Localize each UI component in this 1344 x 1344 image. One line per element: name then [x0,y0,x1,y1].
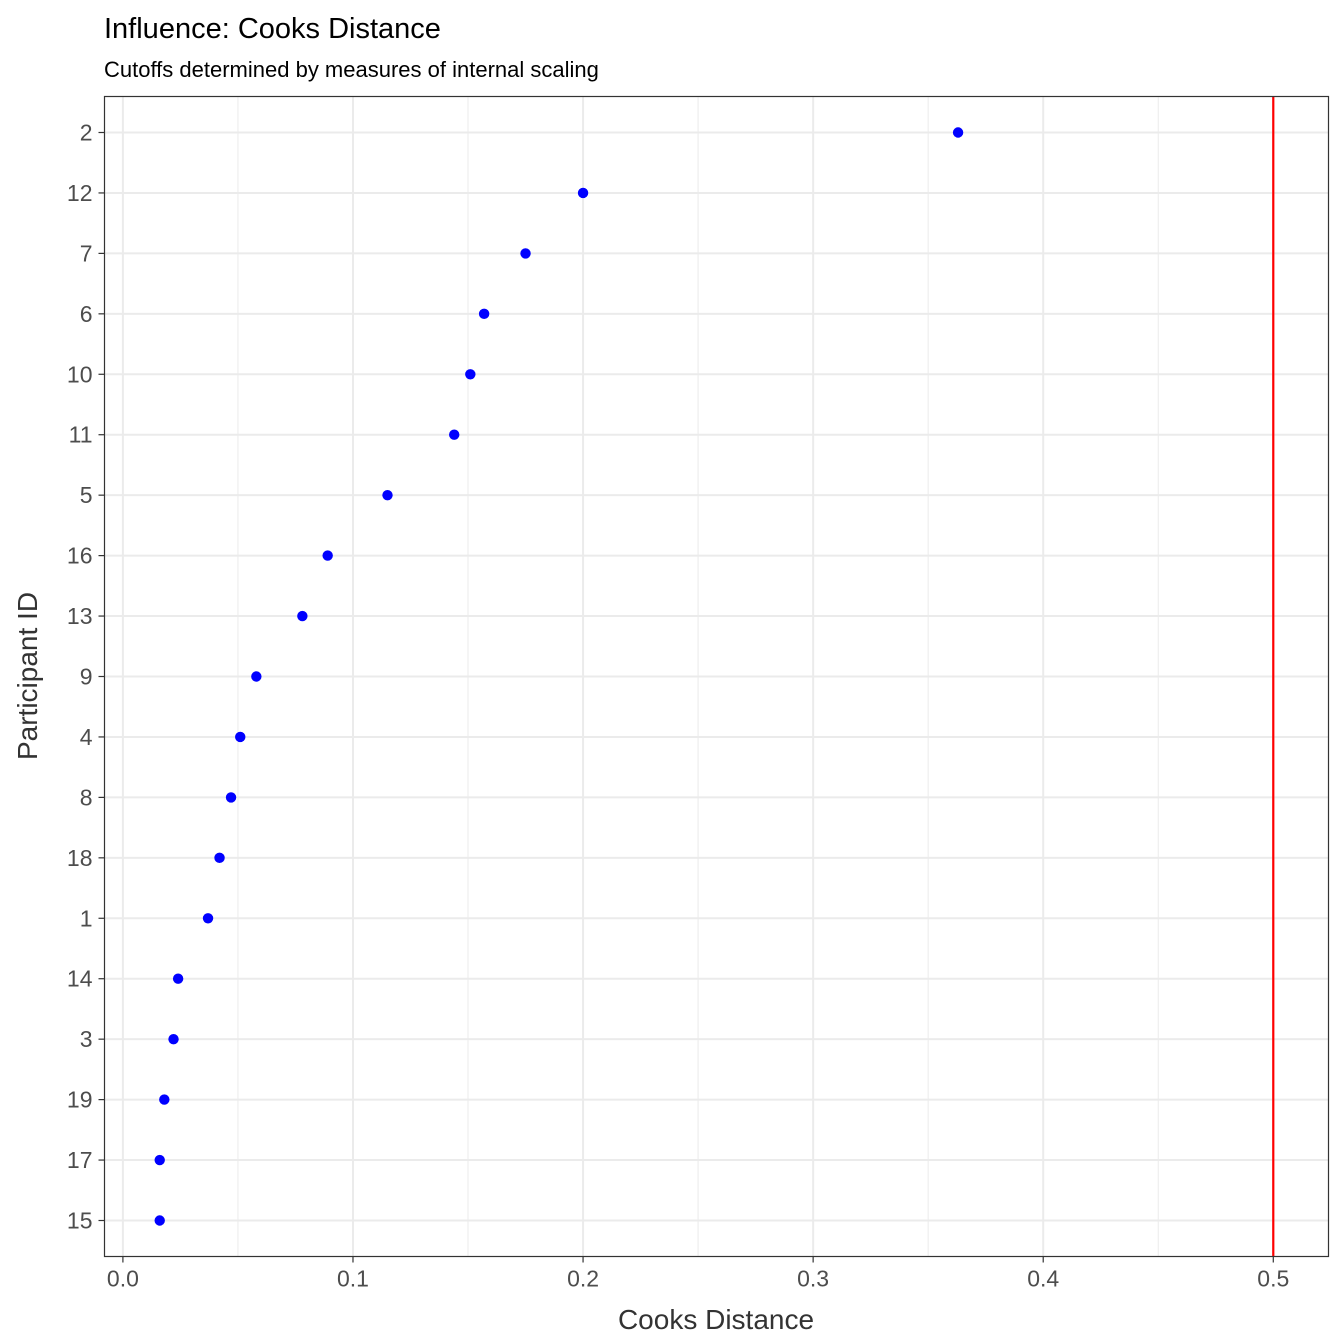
x-tick-label: 0.0 [107,1266,139,1292]
x-tick-label: 0.4 [1027,1266,1059,1292]
data-point [154,1154,165,1166]
y-tick-label: 18 [67,845,93,871]
data-point [214,852,225,864]
y-tick-label: 15 [67,1208,93,1234]
data-point [952,127,964,138]
chart-title: Influence: Cooks Distance [104,13,441,45]
y-tick-label: 5 [80,482,93,508]
data-point [168,1033,179,1045]
y-tick-label: 11 [69,422,93,448]
x-tick-label: 0.2 [567,1266,599,1292]
x-axis-title: Cooks Distance [618,1304,814,1335]
y-tick-label: 13 [67,603,93,629]
data-point [322,550,333,561]
y-tick-label: 17 [67,1147,93,1173]
y-tick-label: 7 [80,240,93,266]
data-point [520,248,531,259]
y-tick-label: 3 [80,1026,93,1052]
data-point [172,973,184,984]
x-tick-label: 0.5 [1257,1266,1289,1292]
data-point [297,610,308,622]
y-tick-label: 10 [67,361,93,387]
data-point [225,792,237,803]
y-tick-label: 14 [67,966,93,992]
y-tick-label: 9 [80,664,93,690]
data-point [478,308,490,320]
data-point [235,731,246,743]
points-layer [154,127,964,1226]
data-point [154,1215,165,1226]
data-point [449,429,460,440]
y-tick-label: 16 [67,543,93,569]
data-point [465,369,476,380]
y-axis-title: Participant ID [12,592,43,760]
chart-subtitle: Cutoffs determined by measures of intern… [104,57,599,82]
y-tick-label: 6 [80,301,93,327]
x-tick-label: 0.1 [337,1266,369,1292]
data-point [382,489,393,501]
data-point [202,913,214,924]
y-tick-label: 12 [67,180,93,206]
x-tick-label: 0.3 [797,1266,829,1292]
y-tick-label: 4 [80,724,93,750]
y-tick-label: 1 [80,905,93,931]
data-point [251,671,262,682]
y-tick-label: 8 [80,784,93,810]
data-point [159,1094,170,1105]
y-tick-label: 2 [80,120,93,146]
x-axis: 0.0 0.1 0.2 0.3 0.4 0.5 [107,1256,1289,1292]
y-tick-label: 19 [67,1087,93,1113]
y-axis: 2 12 7 6 10 11 5 16 13 9 4 8 18 1 14 3 19 17 15 [67,120,105,1234]
grid-layer [104,96,1329,1257]
data-point [577,187,589,199]
